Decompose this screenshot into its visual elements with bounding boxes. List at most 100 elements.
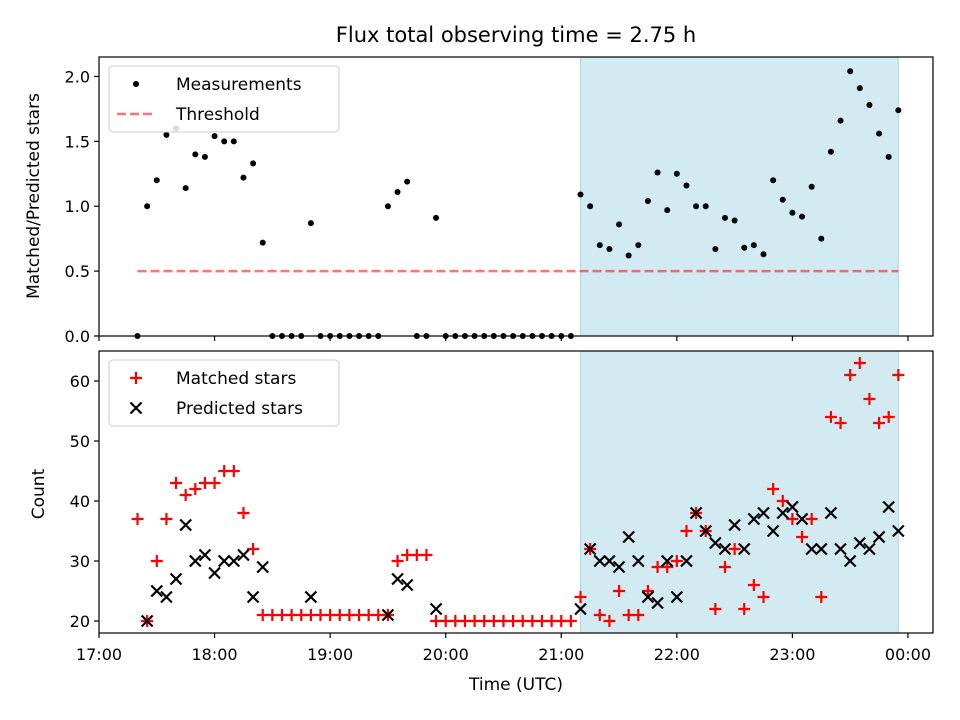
predicted-point [169,572,183,586]
matched-point [680,525,693,537]
count-panel: 20 30 40 50 60 17:00 18:00 19:00 20:00 21:00 22:00… [70,350,934,664]
predicted-point [757,506,770,520]
predicted-point [651,596,664,610]
matched-point [227,465,240,477]
measurement-point [818,235,825,242]
matched-point [208,477,221,489]
predicted-point [593,554,607,568]
measurement-point [827,148,834,155]
predicted-point [217,554,231,568]
legend-label: Matched stars [176,369,296,389]
measurement-point [433,214,440,221]
predicted-point [766,524,780,538]
matched-point [873,417,886,429]
measurement-point [837,117,844,124]
predicted-point [198,548,212,562]
matched-point [420,549,433,561]
matched-point [892,369,905,381]
measurement-point [230,138,237,145]
legend-marker [130,372,142,384]
y-tick-label: 1.0 [65,197,90,216]
measurement-point [693,203,700,210]
measurement-point [673,170,680,177]
measurement-point [587,203,594,210]
chart-title: Flux total observing time = 2.75 h [336,23,696,47]
matched-point [593,609,606,621]
shaded-region [580,56,899,337]
predicted-point [699,524,712,538]
measurement-point [876,130,883,137]
matched-point [738,603,751,615]
measurement-point [394,188,401,195]
measurement-point [721,214,728,221]
predicted-point [603,554,616,568]
predicted-point [140,614,154,628]
predicted-point [246,590,260,604]
predicted-point [574,602,587,616]
measurement-point [866,102,873,109]
measurement-point [885,153,892,160]
predicted-point [815,542,828,556]
predicted-point [208,566,221,580]
x-tick-label: 22:00 [654,645,700,664]
matched-point [882,411,895,423]
predicted-point [680,554,693,568]
measurement-point [644,198,651,205]
legend-marker [133,81,139,87]
predicted-point [150,584,164,598]
measurement-point [625,252,632,259]
matched-point [863,393,876,405]
shaded-region [580,350,899,634]
measurement-point [404,178,411,185]
y-tick-label: 1.5 [65,132,90,151]
matched-point [844,369,857,381]
measurement-point [789,209,796,216]
predicted-point [179,518,192,532]
matched-point [747,579,760,591]
predicted-point [227,554,241,568]
measurement-point [211,133,218,140]
predicted-point [863,542,876,556]
measurement-point [760,251,767,258]
predicted-point [612,560,626,574]
predicted-point [834,542,847,556]
measurement-point [596,242,603,249]
measurement-point [654,169,661,176]
predicted-point [718,542,732,556]
measurement-point [808,183,815,190]
measurement-point [221,138,228,145]
measurement-point [779,196,786,203]
measurement-point [577,191,584,198]
predicted-point [256,560,269,574]
measurement-point [635,242,642,249]
x-tick-label: 18:00 [192,645,238,664]
predicted-point [429,602,443,616]
x-tick-label: 21:00 [538,645,584,664]
measurement-point [259,239,266,246]
measurement-point [770,177,777,184]
measurement-point [201,153,208,160]
x-tick-label: 20:00 [423,645,469,664]
measurement-point [307,220,314,227]
predicted-point [400,578,414,592]
series-predicted-stars [140,500,905,628]
matched-point [179,489,192,501]
predicted-point [737,542,751,556]
matched-point [834,417,847,429]
matched-point [391,555,404,567]
predicted-point [728,518,741,532]
matched-point [853,357,866,369]
measurement-point [163,131,170,138]
y-tick-label: 40 [70,492,90,511]
predicted-point [670,590,684,604]
predicted-point [747,512,761,526]
matched-point [718,561,731,573]
matched-point [786,513,799,525]
y-tick-label: 30 [70,552,90,571]
measurement-point [847,68,854,75]
matched-point [613,585,626,597]
x-tick-label: 17:00 [76,645,122,664]
legend-label: Measurements [176,75,302,95]
y-tick-label: 0.0 [65,327,90,346]
